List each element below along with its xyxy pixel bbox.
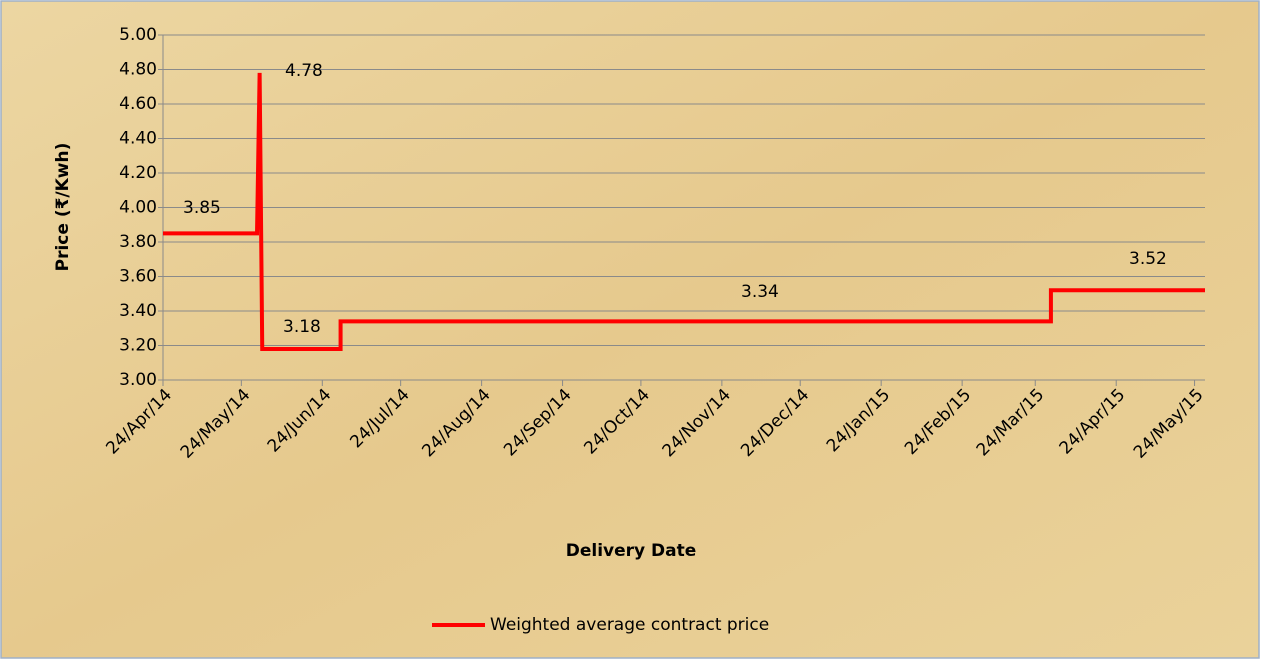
line <box>163 72 1205 351</box>
data-label: 3.18 <box>283 317 321 337</box>
legend-label: Weighted average contract price <box>490 615 769 635</box>
y-tick-label: 4.80 <box>119 60 157 80</box>
y-tick-label: 3.00 <box>119 370 157 390</box>
data-label: 3.85 <box>183 198 221 218</box>
y-tick-label: 3.20 <box>119 336 157 356</box>
y-tick-label: 3.60 <box>119 267 157 287</box>
data-label: 4.78 <box>285 61 323 81</box>
y-tick-label: 3.80 <box>119 232 157 252</box>
y-axis-title: Price (₹/Kwh) <box>53 143 73 272</box>
y-tick-label: 4.20 <box>119 163 157 183</box>
x-axis-title: Delivery Date <box>566 541 697 561</box>
y-tick-label: 3.40 <box>119 301 157 321</box>
data-label: 3.52 <box>1129 249 1167 269</box>
y-tick-label: 4.60 <box>119 94 157 114</box>
y-tick-label: 4.00 <box>119 198 157 218</box>
y-tick-label: 4.40 <box>119 129 157 149</box>
data-label: 3.34 <box>741 282 779 302</box>
y-tick-label: 5.00 <box>119 25 157 45</box>
